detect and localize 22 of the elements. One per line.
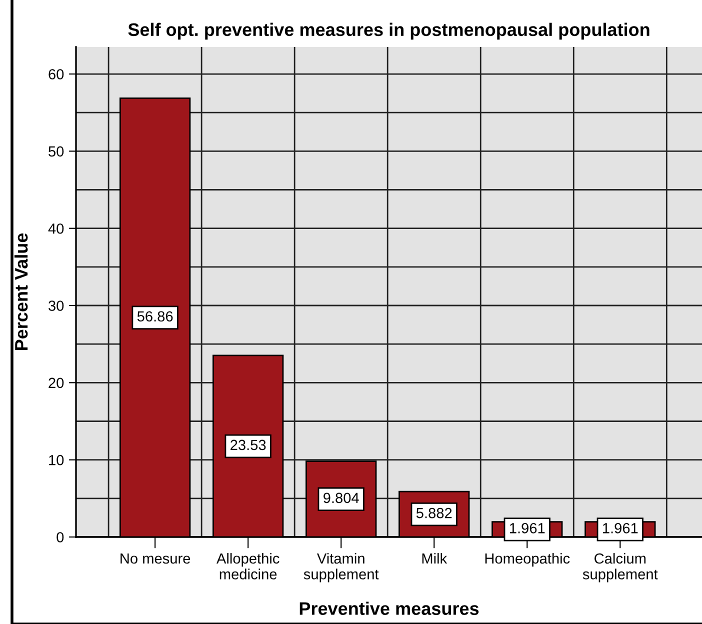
y-axis-title: Percent Value bbox=[14, 233, 28, 350]
data-label: 23.53 bbox=[230, 440, 266, 450]
x-tick-label: Milk bbox=[422, 552, 448, 564]
data-label: 5.882 bbox=[416, 508, 452, 518]
data-label: 9.804 bbox=[324, 492, 359, 504]
x-tick-label: No mesure bbox=[120, 554, 190, 564]
y-tick-label: 20 bbox=[48, 378, 64, 388]
data-label: 1.961 bbox=[603, 523, 638, 534]
data-label: 1.961 bbox=[510, 523, 545, 534]
y-tick-label: 30 bbox=[48, 300, 64, 311]
y-tick-label: 50 bbox=[48, 146, 64, 157]
x-tick-label: Vitamin supplement bbox=[304, 552, 379, 582]
x-tick-label: Homeopathic bbox=[485, 552, 570, 567]
chart-title: Self opt. preventive measures in postmenopausal population bbox=[128, 22, 650, 40]
y-tick-label: 10 bbox=[49, 454, 64, 466]
x-tick-label: Allopethic medicine bbox=[216, 552, 280, 580]
y-tick-label: 0 bbox=[56, 532, 64, 542]
y-tick-label: 40 bbox=[48, 223, 64, 234]
x-tick-label: Calcium supplement bbox=[582, 552, 658, 582]
x-axis-title: Preventive measures bbox=[300, 602, 479, 615]
data-label: 56.86 bbox=[137, 311, 173, 322]
y-tick-label: 60 bbox=[48, 69, 64, 80]
